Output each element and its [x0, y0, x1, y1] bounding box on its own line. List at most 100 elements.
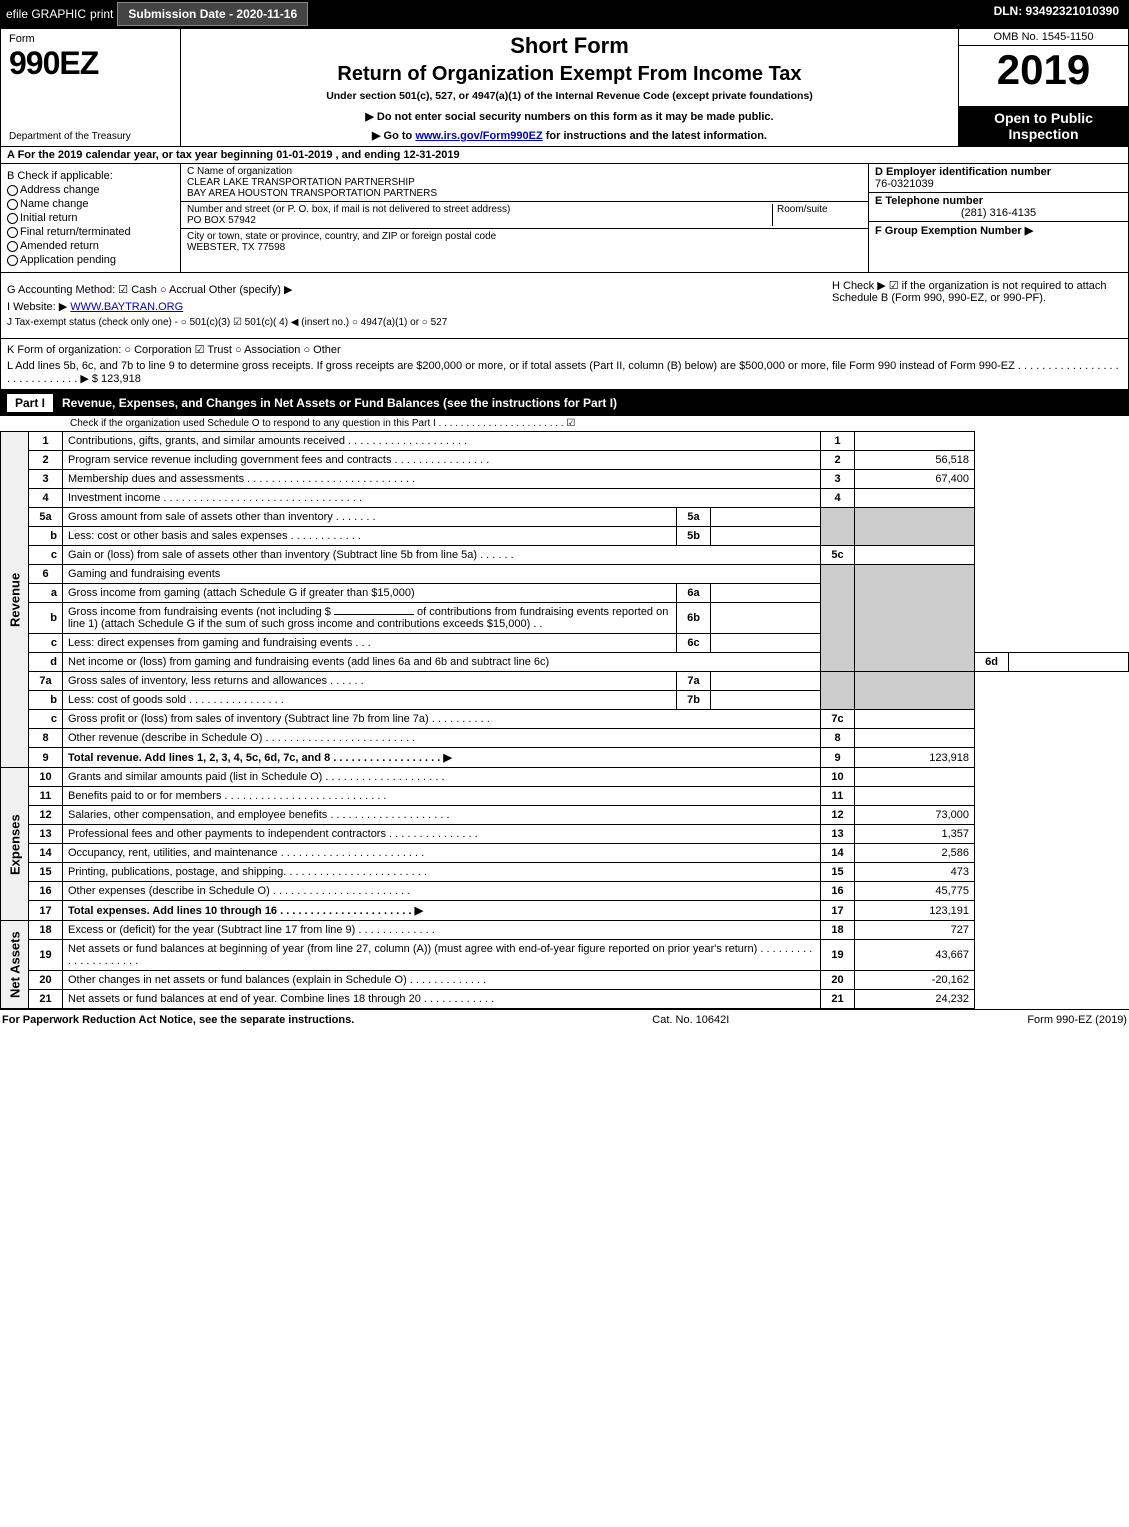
ln8-num: 8 [29, 729, 63, 748]
ln6b-boxlabel: 6b [677, 603, 711, 634]
column-d-e-f: D Employer identification number 76-0321… [868, 164, 1128, 272]
ln7c-ref: 7c [821, 710, 855, 729]
ln4-amt [855, 489, 975, 508]
department-label: Department of the Treasury [9, 131, 172, 142]
goto-link[interactable]: www.irs.gov/Form990EZ [415, 130, 542, 142]
website-link[interactable]: WWW.BAYTRAN.ORG [70, 301, 183, 313]
final-return-checkbox[interactable]: Final return/terminated [7, 226, 174, 238]
col-b-title: B Check if applicable: [7, 170, 174, 182]
part-1-label: Part I [6, 393, 54, 413]
ln11-ref: 11 [821, 787, 855, 806]
ln6a-boxval [711, 584, 821, 603]
amended-return-label: Amended return [20, 240, 99, 252]
tax-year: 2019 [959, 46, 1128, 106]
org-city-row: City or town, state or province, country… [181, 229, 868, 255]
ln8-desc: Other revenue (describe in Schedule O) .… [63, 729, 821, 748]
ln15-num: 15 [29, 863, 63, 882]
group-exemption-label: F Group Exemption Number ▶ [875, 224, 1122, 237]
ein-value: 76-0321039 [875, 178, 1122, 190]
ln1-ref: 1 [821, 432, 855, 451]
revenue-sidebar: Revenue [1, 432, 29, 768]
name-change-checkbox[interactable]: Name change [7, 198, 174, 210]
ln3-num: 3 [29, 470, 63, 489]
ln6c-desc: Less: direct expenses from gaming and fu… [63, 634, 677, 653]
ln11-amt [855, 787, 975, 806]
line-2: 2 Program service revenue including gove… [1, 451, 1129, 470]
line-l: L Add lines 5b, 6c, and 7b to line 9 to … [7, 360, 1122, 385]
ln6c-boxval [711, 634, 821, 653]
line-5a: 5a Gross amount from sale of assets othe… [1, 508, 1129, 527]
ln17-desc: Total expenses. Add lines 10 through 16 … [63, 901, 821, 921]
part-1-table: Revenue 1 Contributions, gifts, grants, … [0, 431, 1129, 1009]
ln10-desc: Grants and similar amounts paid (list in… [63, 768, 821, 787]
ln5b-num: b [29, 527, 63, 546]
gh-left: G Accounting Method: ☑ Cash ○ Accrual Ot… [7, 279, 822, 332]
ln5ab-ref-shade [821, 508, 855, 546]
ln7b-boxlabel: 7b [677, 691, 711, 710]
footer-cat: Cat. No. 10642I [652, 1014, 729, 1026]
ln13-num: 13 [29, 825, 63, 844]
ln3-desc: Membership dues and assessments . . . . … [63, 470, 821, 489]
short-form-title: Short Form [189, 33, 950, 59]
address-change-label: Address change [20, 184, 100, 196]
line-l-text: L Add lines 5b, 6c, and 7b to line 9 to … [7, 360, 1119, 385]
initial-return-checkbox[interactable]: Initial return [7, 212, 174, 224]
ln12-amt: 73,000 [855, 806, 975, 825]
submission-date: Submission Date - 2020-11-16 [117, 2, 308, 26]
ln6a-desc: Gross income from gaming (attach Schedul… [63, 584, 677, 603]
ln12-ref: 12 [821, 806, 855, 825]
ln13-amt: 1,357 [855, 825, 975, 844]
ln7b-num: b [29, 691, 63, 710]
ln20-num: 20 [29, 971, 63, 990]
ln6a-boxlabel: 6a [677, 584, 711, 603]
line-7a: 7a Gross sales of inventory, less return… [1, 672, 1129, 691]
ln15-amt: 473 [855, 863, 975, 882]
ln1-amt [855, 432, 975, 451]
ln5b-boxval [711, 527, 821, 546]
do-not-enter: ▶ Do not enter social security numbers o… [189, 110, 950, 123]
ln18-desc: Excess or (deficit) for the year (Subtra… [63, 921, 821, 940]
ln9-desc: Total revenue. Add lines 1, 2, 3, 4, 5c,… [63, 748, 821, 768]
ln12-desc: Salaries, other compensation, and employ… [63, 806, 821, 825]
goto-pre: ▶ Go to [372, 130, 415, 142]
addr-label: Number and street (or P. O. box, if mail… [187, 204, 772, 215]
line-14: 14 Occupancy, rent, utilities, and maint… [1, 844, 1129, 863]
line-1: Revenue 1 Contributions, gifts, grants, … [1, 432, 1129, 451]
ln6d-amt [1009, 653, 1129, 672]
header-center: Short Form Return of Organization Exempt… [181, 29, 958, 146]
address-change-checkbox[interactable]: Address change [7, 184, 174, 196]
ln14-desc: Occupancy, rent, utilities, and maintena… [63, 844, 821, 863]
under-section: Under section 501(c), 527, or 4947(a)(1)… [189, 90, 950, 102]
room-suite: Room/suite [772, 204, 862, 226]
ln6-desc: Gaming and fundraising events [63, 565, 821, 584]
ln5c-ref: 5c [821, 546, 855, 565]
line-15: 15 Printing, publications, postage, and … [1, 863, 1129, 882]
row-a-taxyear: A For the 2019 calendar year, or tax yea… [0, 147, 1129, 164]
ln7c-num: c [29, 710, 63, 729]
ln16-amt: 45,775 [855, 882, 975, 901]
ln5c-desc: Gain or (loss) from sale of assets other… [63, 546, 821, 565]
goto-post: for instructions and the latest informat… [543, 130, 767, 142]
app-pending-checkbox[interactable]: Application pending [7, 254, 174, 266]
print-button[interactable]: print [90, 7, 113, 21]
amended-return-checkbox[interactable]: Amended return [7, 240, 174, 252]
ln6d-desc: Net income or (loss) from gaming and fun… [63, 653, 821, 672]
line-12: 12 Salaries, other compensation, and emp… [1, 806, 1129, 825]
ln17-num: 17 [29, 901, 63, 921]
header-right: OMB No. 1545-1150 2019 Open to Public In… [958, 29, 1128, 146]
ln11-desc: Benefits paid to or for members . . . . … [63, 787, 821, 806]
ln7a-num: 7a [29, 672, 63, 691]
ln7a-boxlabel: 7a [677, 672, 711, 691]
ln21-amt: 24,232 [855, 990, 975, 1009]
line-6: 6 Gaming and fundraising events [1, 565, 1129, 584]
ln10-ref: 10 [821, 768, 855, 787]
ln14-ref: 14 [821, 844, 855, 863]
ln19-num: 19 [29, 940, 63, 971]
ln4-num: 4 [29, 489, 63, 508]
ln5c-num: c [29, 546, 63, 565]
ln9-ref: 9 [821, 748, 855, 768]
header-left: Form 990EZ Department of the Treasury [1, 29, 181, 146]
city-label: City or town, state or province, country… [187, 231, 496, 242]
ln7c-amt [855, 710, 975, 729]
org-name-row: C Name of organization CLEAR LAKE TRANSP… [181, 164, 868, 202]
